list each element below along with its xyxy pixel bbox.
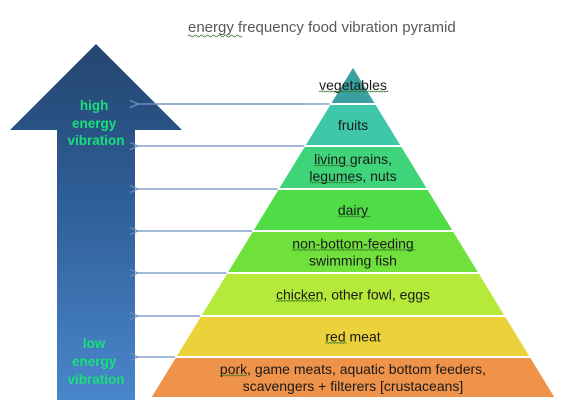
page-title: energy frequency food vibration pyramid xyxy=(188,19,456,36)
spellcheck-squiggle xyxy=(309,181,358,184)
spellcheck-squiggle xyxy=(337,215,372,218)
pyramid-level-5-label: swimming fish xyxy=(309,253,397,269)
pyramid-level-5-label: non-bottom-feeding xyxy=(292,236,413,252)
level-pointer-arrows xyxy=(138,104,330,357)
pyramid-level-8 xyxy=(148,356,558,399)
spellcheck-squiggle xyxy=(291,249,416,252)
pyramid-levels: vegetables fruits living grains,legumes, n… xyxy=(148,64,558,399)
pyramid-level-4-label: dairy xyxy=(338,202,368,218)
high-energy-label: high energy vibration xyxy=(67,98,124,148)
pyramid-level-3-label: living grains, xyxy=(314,151,392,167)
high-low-energy-arrow xyxy=(10,44,182,400)
low-energy-label: low energy vibration xyxy=(67,336,124,387)
spellcheck-squiggle xyxy=(219,374,248,377)
pyramid-level-2-label: fruits xyxy=(338,117,368,133)
spellcheck-squiggle xyxy=(313,164,351,167)
pyramid-level-6-label: chicken, other fowl, eggs xyxy=(276,287,430,303)
spellcheck-squiggle xyxy=(275,300,322,303)
pyramid-level-8-label: pork, game meats, aquatic bottom feeders… xyxy=(220,361,486,377)
spellcheck-squiggle xyxy=(187,34,243,38)
spellcheck-squiggle xyxy=(325,342,347,345)
pyramid-level-7-label: red meat xyxy=(325,329,380,345)
pyramid-level-3-label: legumes, nuts xyxy=(309,168,396,184)
pyramid-level-8-label: scavengers + filterers [crustaceans] xyxy=(243,378,464,394)
spellcheck-squiggle xyxy=(318,90,389,93)
pyramid-level-1-label: vegetables xyxy=(319,77,387,93)
